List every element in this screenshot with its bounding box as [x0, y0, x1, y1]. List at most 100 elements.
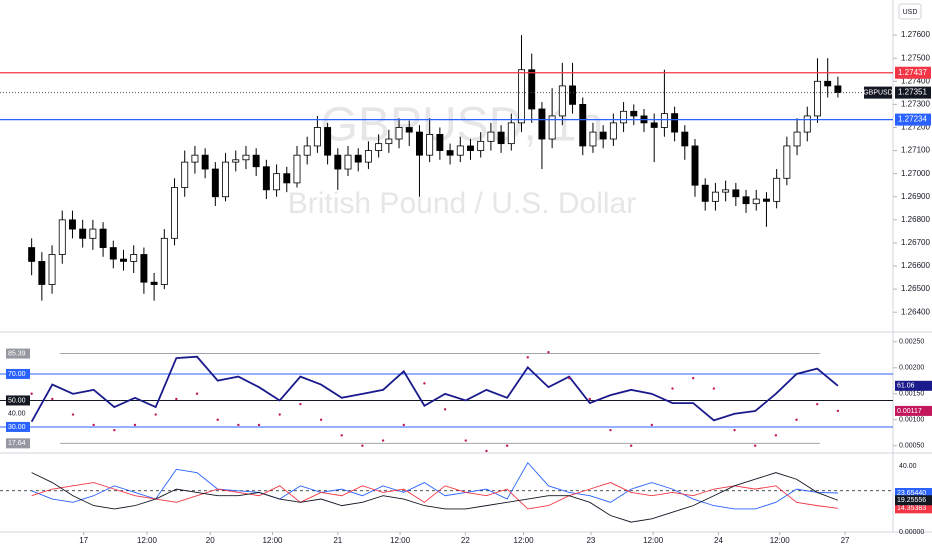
candle-body [160, 237, 168, 285]
y-tick-label: 1.26800 [901, 215, 930, 224]
y-tick-label: 1.26600 [901, 261, 930, 270]
band-label: 17.64 [8, 440, 26, 447]
candle-body [824, 80, 832, 87]
candle-body [58, 219, 66, 255]
x-tick-label: 22 [461, 536, 470, 545]
x-tick-label: 12:00 [643, 536, 664, 545]
band-label-box [6, 438, 30, 449]
candle-body [660, 113, 668, 128]
candle-body [344, 154, 352, 170]
indicator-dot [774, 434, 778, 437]
candle-body [752, 198, 760, 205]
y2-tick-label: 0.00150 [899, 391, 924, 398]
candle-body [783, 145, 791, 179]
last-value-label: 61.06 [897, 383, 915, 390]
y-tick-label: 30.00 [8, 424, 26, 431]
x-tick-label: 27 [841, 536, 850, 545]
y-tick-label: 0.00000 [899, 529, 924, 536]
x-tick-label: 20 [206, 536, 215, 545]
candle-body [579, 103, 587, 147]
y-tick-label: 1.27600 [901, 30, 930, 39]
x-tick-label: 12:00 [770, 536, 791, 545]
indicator-dot [92, 423, 95, 427]
y-tick-label: 40.00 [899, 463, 917, 470]
y-tick-label: 70.00 [8, 371, 26, 378]
indicator-line [31, 482, 838, 510]
indicator-dot [629, 444, 633, 447]
y2-tick-label: 0.00250 [899, 339, 924, 346]
last-value-box [895, 495, 932, 506]
candle-body [569, 85, 577, 105]
candle-body [701, 184, 709, 202]
y-tick-label: 1.26400 [901, 307, 930, 316]
candle-body [507, 122, 515, 145]
candle-body [436, 134, 444, 151]
x-tick-label: 12:00 [514, 536, 535, 545]
y-tick-label: 1.27300 [901, 99, 930, 108]
indicator-dot [423, 382, 426, 385]
candle-body [405, 127, 413, 133]
band-label-box [6, 348, 30, 359]
candle-body [762, 198, 770, 202]
candle-body [528, 69, 536, 110]
candle-body [99, 228, 107, 248]
y-tick-label: 1.26700 [901, 238, 930, 247]
candle-body [48, 254, 56, 285]
x-tick-label: 24 [714, 536, 723, 545]
indicator-dot [113, 428, 116, 432]
indicator-dot [133, 423, 137, 427]
candle-body [834, 85, 842, 94]
candle-body [109, 247, 117, 260]
last-value-label: 14.35383 [897, 505, 926, 512]
y-tick-label: 50.00 [8, 397, 26, 404]
candle-body [426, 134, 434, 156]
indicator-dot [71, 413, 75, 416]
candle-body [375, 143, 383, 151]
indicator-dot [30, 392, 33, 395]
candle-body [150, 281, 158, 285]
last-value-box [895, 380, 932, 391]
y-tick-label: 1.27500 [901, 53, 930, 62]
candle-body [467, 145, 474, 151]
candle-body [252, 154, 260, 168]
indicator-dot [650, 423, 654, 427]
candle-body [671, 113, 679, 133]
candle-body [477, 140, 485, 151]
indicator-dot [505, 444, 509, 447]
indicator-dot [836, 409, 840, 413]
candle-body [303, 145, 311, 156]
level-label-box [6, 368, 30, 379]
candle-body [313, 127, 321, 147]
indicator-dot [175, 397, 178, 401]
y-tick-label: 40.00 [8, 411, 26, 418]
candle-body [793, 131, 801, 147]
indicator-dot [547, 350, 550, 354]
candle-body [548, 115, 556, 140]
candle-body [609, 122, 617, 140]
candle-body [814, 80, 821, 117]
candle-body [211, 168, 219, 198]
level-label: 1.27437 [898, 68, 927, 77]
x-tick-label: 12:00 [262, 536, 283, 545]
candle-body [364, 150, 372, 163]
candle-body [232, 159, 240, 163]
indicator-dot [299, 402, 302, 406]
indicator-dot [340, 434, 343, 437]
indicator-line [31, 461, 838, 510]
candle-body [722, 189, 730, 193]
indicator-dot [753, 444, 757, 447]
indicator-dot [567, 376, 571, 380]
currency-box[interactable] [898, 3, 922, 20]
indicator-dot [319, 418, 323, 421]
candle-body [68, 219, 76, 230]
y2-tick-label: 0.00100 [899, 417, 924, 424]
indicator-dot [733, 428, 736, 432]
indicator-dot [671, 387, 674, 390]
watermark-symbol: GBPUSD, 1h [321, 99, 604, 152]
indicator-dot [402, 423, 405, 427]
candle-body [242, 154, 250, 161]
candle-body [681, 131, 689, 147]
last-price-box [895, 86, 931, 99]
x-tick-label: 12:00 [390, 536, 411, 545]
currency-label: USD [903, 9, 918, 16]
